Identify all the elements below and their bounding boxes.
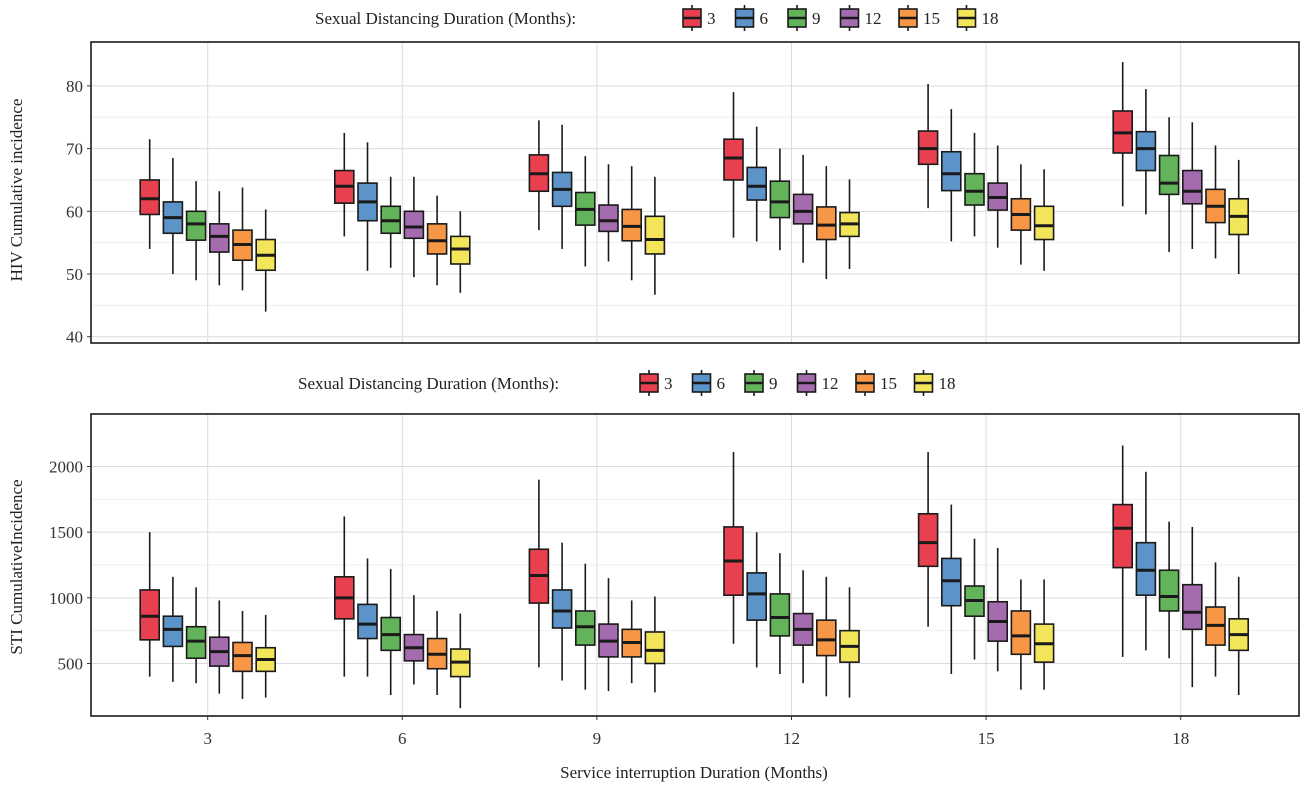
legend-label: 15 xyxy=(923,9,940,28)
hiv-series-3 xyxy=(139,62,1133,249)
box-iqr xyxy=(644,631,666,665)
legend-label: 3 xyxy=(664,374,673,393)
sti-panel-border xyxy=(90,413,1300,717)
sti-series-18 xyxy=(255,576,1249,709)
hiv-panel: HIV Cumulative incidence 40 50 60 70 80 xyxy=(7,41,1300,347)
hiv-series-6 xyxy=(162,89,1157,275)
box-iqr xyxy=(769,180,791,219)
hiv-gridlines xyxy=(91,42,1299,343)
y-tick-label: 40 xyxy=(66,328,83,347)
box-iqr xyxy=(209,223,230,253)
box-iqr xyxy=(162,615,184,648)
hiv-series-9 xyxy=(185,117,1180,281)
box-iqr xyxy=(598,204,619,233)
y-tick-label: 60 xyxy=(66,202,83,221)
legend-label: 6 xyxy=(760,9,769,28)
box-iqr xyxy=(185,210,207,241)
legend-item-6: 6 xyxy=(734,5,769,31)
x-tick-label: 18 xyxy=(1172,729,1189,748)
box-iqr xyxy=(1033,205,1055,241)
box-iqr xyxy=(746,572,768,621)
legend-label: 18 xyxy=(939,374,956,393)
box-iqr xyxy=(940,150,962,192)
sti-series-15 xyxy=(232,562,1226,699)
y-tick-label: 50 xyxy=(66,265,83,284)
legend-item-18: 18 xyxy=(913,370,956,396)
legend-item-15: 15 xyxy=(898,5,940,31)
box-iqr xyxy=(1158,569,1180,612)
box-iqr xyxy=(964,172,985,206)
legend-title: Sexual Distancing Duration (Months): xyxy=(315,9,576,28)
x-tick-label: 12 xyxy=(783,729,800,748)
box-iqr xyxy=(746,166,768,201)
x-tick-label: 15 xyxy=(978,729,995,748)
y-tick-label: 70 xyxy=(66,140,83,159)
sti-series-3 xyxy=(139,445,1133,677)
sti-series-6 xyxy=(162,471,1157,682)
legend-item-3: 3 xyxy=(639,370,673,396)
legend-label: 9 xyxy=(769,374,778,393)
x-axis-label: Service interruption Duration (Months) xyxy=(560,763,828,782)
legend-label: 18 xyxy=(982,9,999,28)
legend-item-15: 15 xyxy=(855,370,897,396)
sti-series-12 xyxy=(209,526,1203,694)
legend-title: Sexual Distancing Duration (Months): xyxy=(298,374,559,393)
legend-label: 3 xyxy=(707,9,716,28)
box-iqr xyxy=(1158,154,1180,196)
legend-label: 6 xyxy=(717,374,726,393)
x-tick-label: 6 xyxy=(398,729,407,748)
hiv-series-12 xyxy=(209,122,1203,286)
box-iqr xyxy=(403,210,425,240)
sti-gridlines xyxy=(91,414,1299,716)
box-iqr xyxy=(815,206,837,241)
legend-item-6: 6 xyxy=(691,370,726,396)
y-tick-label: 1500 xyxy=(49,523,83,542)
legend-bottom: Sexual Distancing Duration (Months): 3 6 9… xyxy=(298,370,956,396)
hiv-panel-border xyxy=(90,41,1300,344)
box-iqr xyxy=(769,593,791,637)
legend-label: 15 xyxy=(880,374,897,393)
y-tick-label: 1000 xyxy=(49,589,83,608)
box-iqr xyxy=(426,223,448,255)
box-iqr xyxy=(1135,130,1157,172)
legend-item-12: 12 xyxy=(839,5,882,31)
y-tick-label: 500 xyxy=(58,654,84,673)
box-iqr xyxy=(551,589,573,629)
sti-y-axis-label: STI CumulativeIncidence xyxy=(7,479,26,654)
legend-item-18: 18 xyxy=(956,5,999,31)
box-iqr xyxy=(1112,503,1133,569)
legend-label: 9 xyxy=(812,9,821,28)
y-tick-label: 2000 xyxy=(49,458,83,477)
hiv-series-18 xyxy=(255,159,1249,312)
legend-label: 12 xyxy=(822,374,839,393)
y-tick-label: 80 xyxy=(66,77,83,96)
box-iqr xyxy=(1182,583,1203,631)
hiv-y-axis-label: HIV Cumulative incidence xyxy=(7,99,26,282)
legend-label: 12 xyxy=(865,9,882,28)
box-iqr xyxy=(1010,610,1032,656)
legend-top: Sexual Distancing Duration (Months): 3 6 9… xyxy=(315,5,999,31)
legend-item-9: 9 xyxy=(787,5,821,31)
box-iqr xyxy=(815,619,837,657)
box-iqr xyxy=(357,603,378,640)
box-iqr xyxy=(139,179,160,216)
hiv-series-15 xyxy=(232,145,1226,291)
box-iqr xyxy=(917,512,939,568)
box-iqr xyxy=(792,193,814,225)
box-iqr xyxy=(1182,169,1203,205)
box-iqr xyxy=(644,215,666,255)
legend-item-3: 3 xyxy=(682,5,716,31)
x-tick-label: 3 xyxy=(203,729,212,748)
x-tick-label: 9 xyxy=(593,729,602,748)
sti-series-9 xyxy=(185,521,1180,695)
box-iqr xyxy=(723,138,744,181)
sti-panel: STI CumulativeIncidence Service interrup… xyxy=(7,413,1300,782)
legend-item-9: 9 xyxy=(744,370,778,396)
legend-item-12: 12 xyxy=(796,370,839,396)
